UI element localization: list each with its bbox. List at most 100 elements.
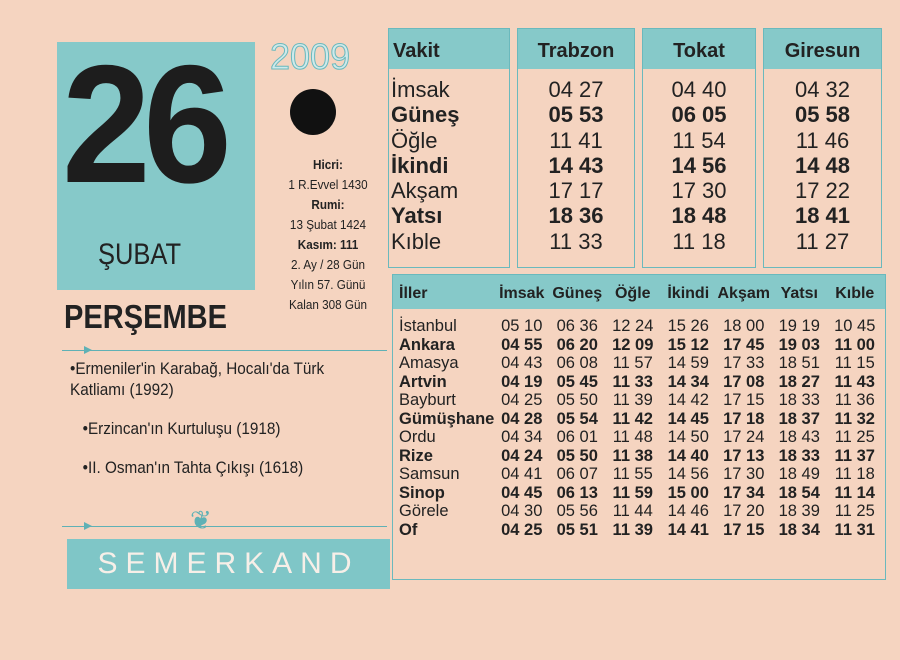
time-cell: 18 49 — [778, 465, 820, 483]
time-cell: 11 39 — [612, 520, 653, 539]
table-row: Of 04 25 05 51 11 39 14 41 17 15 18 34 11 31 — [393, 521, 885, 540]
time-cell: 04 43 — [501, 354, 543, 372]
day-number: 26 — [62, 30, 232, 218]
city-header: Trabzon — [518, 29, 634, 69]
info-line: 13 Şubat 1424 — [289, 217, 367, 232]
time-cell: 18 00 — [723, 317, 765, 335]
brand-banner: SEMERKAND — [67, 539, 390, 589]
weekday: PERŞEMBE — [64, 298, 227, 335]
city-name: Ordu — [399, 428, 436, 446]
time-cell: 14 56 — [671, 152, 727, 178]
divider — [62, 522, 387, 530]
time-cell: 11 43 — [834, 372, 875, 391]
time-cell: 19 03 — [778, 335, 820, 354]
event-item: •Ermeniler'in Karabağ, Hocalı'da Türk Ka… — [70, 359, 325, 399]
time-cell: 11 38 — [612, 446, 653, 465]
time-cell: 11 18 — [834, 465, 875, 483]
city-name: İstanbul — [399, 317, 457, 335]
time-cell: 17 30 — [671, 178, 727, 204]
city-name: Sinop — [399, 483, 445, 502]
table-row: Görele 04 30 05 56 11 44 14 46 17 20 18 39 11 2… — [393, 502, 885, 521]
time-cell: 17 20 — [723, 502, 765, 520]
city-header: Tokat — [643, 29, 755, 69]
time-cell: 14 40 — [667, 446, 709, 465]
time-cell: 06 08 — [556, 354, 598, 372]
info-line: Kalan 308 Gün — [288, 297, 368, 312]
time-cell: 17 22 — [794, 178, 851, 204]
vakit-column: Vakit İmsak Güneş Öğle İkindi Akşam Yatsı Kıble — [388, 28, 510, 268]
time-cell: 10 45 — [834, 317, 876, 335]
time-cell: 11 37 — [834, 446, 875, 465]
info-line: 1 R.Evvel 1430 — [288, 177, 368, 192]
info-line: Hicri: — [313, 157, 343, 172]
time-cell: 15 26 — [667, 317, 709, 335]
time-cell: 11 46 — [795, 127, 850, 153]
city-name: Of — [399, 520, 418, 539]
time-cell: 11 36 — [834, 391, 875, 409]
time-cell: 06 01 — [556, 428, 598, 446]
time-cell: 11 59 — [612, 483, 653, 502]
time-cell: 11 14 — [834, 483, 875, 502]
column-header: İmsak — [499, 285, 545, 302]
time-cell: 05 50 — [556, 446, 598, 465]
time-cell: 04 19 — [501, 372, 543, 391]
time-cell: 04 32 — [794, 77, 851, 102]
column-body: 04 40 06 05 11 54 14 56 17 30 18 48 11 18 — [643, 69, 755, 254]
provinces-prayer-times-table: İller İmsak Güneş Öğle İkindi Akşam Yatsı Kıble… — [392, 274, 886, 580]
time-cell: 18 33 — [778, 446, 820, 465]
city-prayer-times-table: Vakit İmsak Güneş Öğle İkindi Akşam Yatsı Kıble… — [388, 28, 883, 270]
time-cell: 11 55 — [612, 465, 653, 483]
time-cell: 04 41 — [501, 465, 543, 483]
time-cell: 11 57 — [612, 354, 653, 372]
vakit-label: Kıble — [391, 228, 442, 254]
time-cell: 04 25 — [501, 391, 543, 409]
vakit-label: Yatsı — [391, 203, 443, 229]
time-cell: 11 25 — [834, 428, 875, 446]
column-body: 04 32 05 58 11 46 14 48 17 22 18 41 11 27 — [764, 69, 881, 254]
time-cell: 17 17 — [548, 178, 604, 204]
day-box — [57, 42, 255, 290]
column-header: Güneş — [552, 285, 603, 302]
column-header: Akşam — [717, 285, 770, 302]
vakit-label: İkindi — [391, 152, 449, 178]
time-cell: 11 18 — [672, 228, 726, 254]
time-cell: 11 33 — [612, 372, 653, 391]
table-row: Bayburt 04 25 05 50 11 39 14 42 17 15 18 33 11 … — [393, 391, 885, 410]
time-cell: 18 43 — [778, 428, 820, 446]
time-cell: 05 50 — [556, 391, 598, 409]
vakit-label: Akşam — [391, 178, 459, 204]
vakit-label: İmsak — [391, 77, 450, 102]
time-cell: 11 33 — [549, 228, 603, 254]
column-header: İller — [399, 285, 428, 302]
time-cell: 14 34 — [667, 372, 709, 391]
time-cell: 14 56 — [667, 465, 709, 483]
time-cell: 04 30 — [501, 502, 543, 520]
table-row: Samsun 04 41 06 07 11 55 14 56 17 30 18 49 11 1… — [393, 465, 885, 484]
city-name: Artvin — [399, 372, 447, 391]
column-header: Yatsı — [780, 285, 818, 302]
city-name: Görele — [399, 502, 449, 520]
table-row: İstanbul 05 10 06 36 12 24 15 26 18 00 19 19 10… — [393, 317, 885, 336]
time-cell: 05 51 — [556, 520, 598, 539]
time-cell: 18 33 — [778, 391, 820, 409]
time-cell: 06 36 — [556, 317, 598, 335]
time-cell: 11 27 — [795, 228, 850, 254]
time-cell: 04 25 — [501, 520, 543, 539]
vakit-label: Güneş — [391, 102, 460, 128]
time-cell: 06 05 — [671, 102, 727, 128]
time-cell: 14 42 — [667, 391, 709, 409]
time-cell: 04 27 — [548, 77, 604, 102]
table-row: Rize 04 24 05 50 11 38 14 40 17 13 18 33 11 37 — [393, 447, 885, 466]
table-body: İstanbul 05 10 06 36 12 24 15 26 18 00 19 19 10… — [393, 309, 885, 539]
city-column: Tokat 04 40 06 05 11 54 14 56 17 30 18 48 11 18 — [642, 28, 756, 268]
time-cell: 05 10 — [501, 317, 543, 335]
time-cell: 14 48 — [794, 152, 851, 178]
city-name: Samsun — [399, 465, 460, 483]
time-cell: 17 33 — [723, 354, 765, 372]
time-cell: 12 09 — [612, 335, 654, 354]
city-name: Bayburt — [399, 391, 456, 409]
table-row: Ordu 04 34 06 01 11 48 14 50 17 24 18 43 11 25 — [393, 428, 885, 447]
new-moon-icon — [290, 89, 336, 135]
time-cell: 04 34 — [501, 428, 543, 446]
vakit-header: Vakit — [389, 29, 509, 69]
